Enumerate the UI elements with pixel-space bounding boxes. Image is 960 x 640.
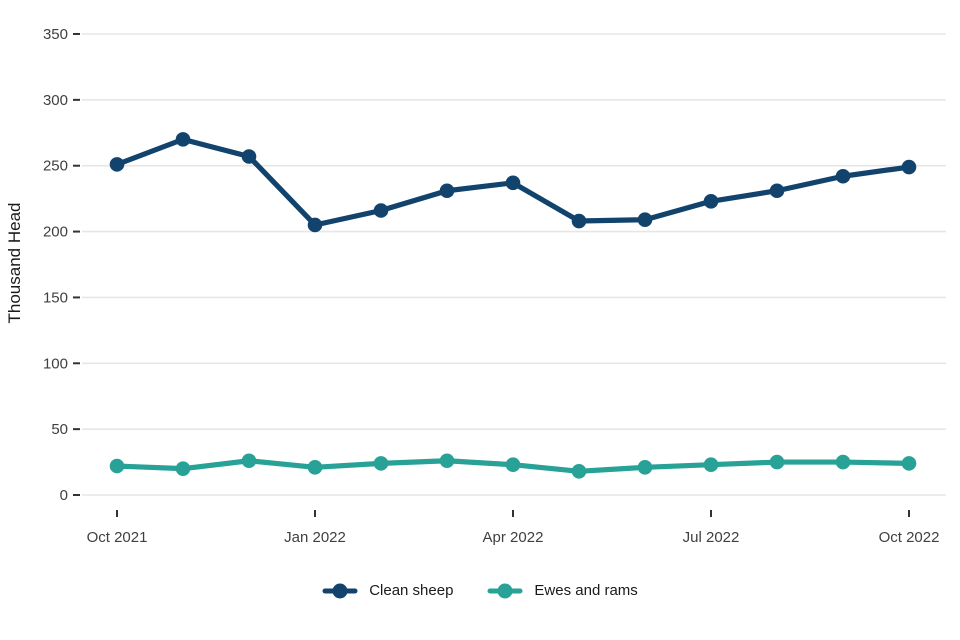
data-point-ewes-and-rams xyxy=(571,463,587,479)
x-axis-tick-label: Jul 2022 xyxy=(683,529,740,546)
data-point-clean-sheep xyxy=(109,157,125,172)
x-axis-tick-label: Oct 2021 xyxy=(87,529,148,546)
data-point-clean-sheep xyxy=(571,213,587,229)
legend-label-ewes-and-rams: Ewes and rams xyxy=(534,582,638,599)
data-point-ewes-and-rams xyxy=(637,460,653,475)
y-axis-title: Thousand Head xyxy=(5,203,24,324)
data-point-clean-sheep xyxy=(175,132,191,147)
y-axis-tick-label: 50 xyxy=(51,421,68,438)
legend-marker-clean-sheep-icon xyxy=(322,583,358,599)
line-chart-canvas: 0 50 100 150 200 250 300 350 Oct 2021 Jan 2022 Apr… xyxy=(5,26,946,546)
y-axis-tick-label: 350 xyxy=(43,26,68,43)
legend-item-clean-sheep: Clean sheep xyxy=(322,582,453,600)
data-point-clean-sheep xyxy=(307,217,323,233)
data-point-clean-sheep xyxy=(703,193,719,209)
data-point-ewes-and-rams xyxy=(703,457,719,473)
data-point-clean-sheep xyxy=(241,149,257,164)
y-axis-tick-label: 250 xyxy=(43,158,68,175)
data-point-ewes-and-rams xyxy=(901,456,917,471)
data-point-clean-sheep xyxy=(505,175,521,191)
data-point-ewes-and-rams xyxy=(835,454,851,470)
data-point-ewes-and-rams xyxy=(175,461,191,476)
data-point-clean-sheep xyxy=(835,168,851,184)
data-point-ewes-and-rams xyxy=(439,453,455,469)
data-point-clean-sheep xyxy=(901,159,917,175)
y-axis-tick-label: 0 xyxy=(60,487,68,504)
x-axis-tick-label: Jan 2022 xyxy=(284,529,346,546)
data-point-clean-sheep xyxy=(769,183,785,199)
data-point-clean-sheep xyxy=(373,203,389,218)
data-point-ewes-and-rams xyxy=(769,454,785,470)
data-point-ewes-and-rams xyxy=(241,453,257,469)
y-axis-tick-label: 200 xyxy=(43,224,68,241)
legend-marker-ewes-and-rams-icon xyxy=(487,583,523,599)
data-point-clean-sheep xyxy=(439,183,455,199)
y-axis-tick-label: 100 xyxy=(43,355,68,372)
data-point-ewes-and-rams xyxy=(505,457,521,473)
data-point-clean-sheep xyxy=(637,212,653,228)
chart-legend: Clean sheep Ewes and rams xyxy=(0,582,960,632)
data-point-ewes-and-rams xyxy=(109,458,125,474)
legend-item-ewes-and-rams: Ewes and rams xyxy=(487,582,638,600)
legend-label-clean-sheep: Clean sheep xyxy=(369,582,454,599)
data-point-ewes-and-rams xyxy=(307,460,323,475)
x-axis-tick-label: Oct 2022 xyxy=(879,529,940,546)
x-axis-tick-label: Apr 2022 xyxy=(483,529,544,546)
y-axis-tick-label: 150 xyxy=(43,289,68,306)
y-axis-tick-label: 300 xyxy=(43,92,68,109)
data-point-ewes-and-rams xyxy=(373,456,389,471)
